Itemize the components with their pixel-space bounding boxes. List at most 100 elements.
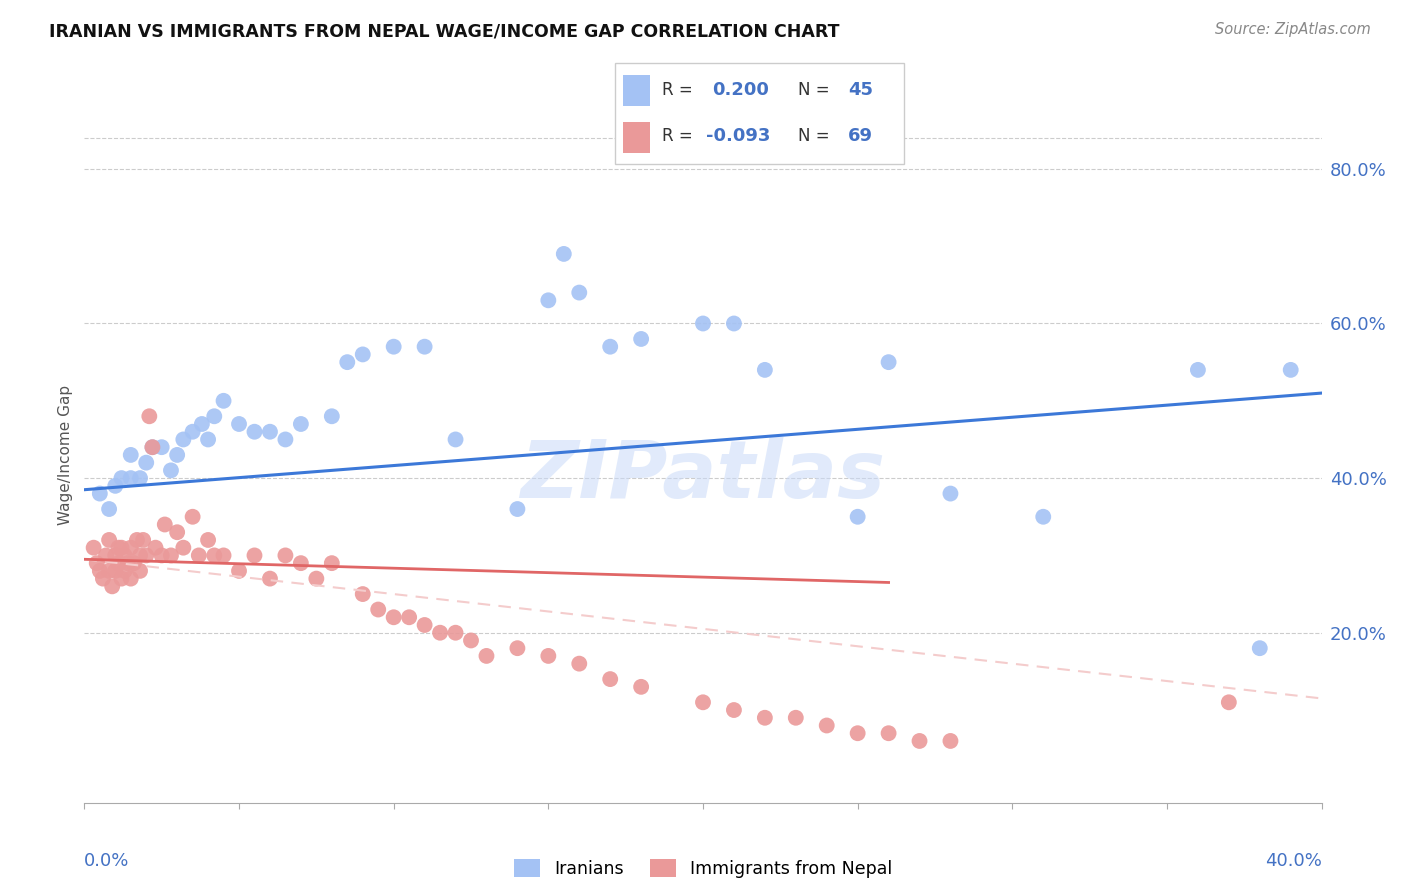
Point (135, 456, 157, 470)
Point (460, 633, 482, 648)
Point (120, 448, 142, 462)
Point (1187, 363, 1209, 377)
Point (172, 541, 194, 555)
Point (475, 648, 498, 663)
Point (444, 433, 467, 447)
Point (274, 433, 297, 447)
Point (382, 610, 405, 624)
Point (114, 564, 136, 578)
Point (243, 425, 266, 439)
Point (135, 549, 157, 563)
Point (815, 718, 838, 732)
Point (599, 340, 621, 354)
Point (352, 587, 374, 601)
Point (723, 317, 745, 331)
Point (122, 556, 145, 570)
Point (846, 726, 869, 740)
Point (321, 556, 343, 570)
Point (398, 610, 420, 624)
Text: 45: 45 (848, 81, 873, 99)
Point (153, 517, 176, 532)
Point (94, 549, 117, 563)
Legend: Iranians, Immigrants from Nepal: Iranians, Immigrants from Nepal (508, 852, 898, 885)
Point (197, 433, 219, 447)
Point (228, 417, 250, 431)
Point (160, 463, 183, 477)
Point (150, 549, 173, 563)
Point (413, 618, 436, 632)
Point (506, 641, 529, 656)
Point (114, 549, 136, 563)
Point (145, 541, 167, 555)
Point (129, 549, 152, 563)
Point (754, 363, 776, 377)
Point (444, 625, 467, 640)
Text: N =: N = (797, 128, 830, 145)
Point (1032, 509, 1054, 524)
Point (228, 564, 250, 578)
Point (98, 533, 121, 547)
Point (104, 564, 127, 578)
Point (110, 541, 132, 555)
Text: -0.093: -0.093 (706, 128, 770, 145)
Point (104, 549, 127, 563)
Point (692, 317, 714, 331)
Point (413, 340, 436, 354)
Point (290, 417, 312, 431)
Point (723, 703, 745, 717)
Text: 69: 69 (848, 128, 873, 145)
Point (132, 533, 155, 547)
Point (506, 502, 529, 516)
Point (537, 293, 560, 308)
Point (197, 533, 219, 547)
Point (274, 549, 297, 563)
Point (86, 556, 108, 570)
Point (290, 556, 312, 570)
FancyBboxPatch shape (623, 122, 650, 153)
Point (89, 564, 111, 578)
Point (150, 440, 173, 454)
Point (89, 486, 111, 500)
Point (305, 572, 328, 586)
Text: IRANIAN VS IMMIGRANTS FROM NEPAL WAGE/INCOME GAP CORRELATION CHART: IRANIAN VS IMMIGRANTS FROM NEPAL WAGE/IN… (49, 22, 839, 40)
Point (202, 409, 225, 424)
Point (537, 648, 560, 663)
Point (110, 471, 132, 485)
Point (692, 695, 714, 709)
Point (187, 549, 209, 563)
Text: N =: N = (797, 81, 830, 99)
Point (336, 355, 359, 369)
Point (191, 417, 214, 431)
Point (352, 347, 374, 361)
Point (908, 734, 931, 748)
Point (877, 726, 900, 740)
Point (785, 711, 807, 725)
Point (120, 572, 142, 586)
Point (568, 657, 591, 671)
Point (846, 509, 869, 524)
Point (212, 549, 235, 563)
Y-axis label: Wage/Income Gap: Wage/Income Gap (58, 384, 73, 525)
Point (939, 486, 962, 500)
Point (568, 285, 591, 300)
Point (129, 471, 152, 485)
Point (125, 533, 148, 547)
Point (259, 425, 281, 439)
Text: 0.0%: 0.0% (84, 852, 129, 870)
Point (104, 479, 127, 493)
Point (166, 525, 188, 540)
Point (91, 572, 114, 586)
Point (202, 549, 225, 563)
Point (138, 409, 160, 424)
Point (117, 556, 139, 570)
Point (101, 579, 124, 593)
Point (243, 549, 266, 563)
Point (181, 509, 204, 524)
FancyBboxPatch shape (614, 63, 904, 164)
Point (259, 572, 281, 586)
Point (754, 711, 776, 725)
Point (129, 564, 152, 578)
Text: R =: R = (662, 128, 697, 145)
Point (321, 409, 343, 424)
Point (110, 572, 132, 586)
